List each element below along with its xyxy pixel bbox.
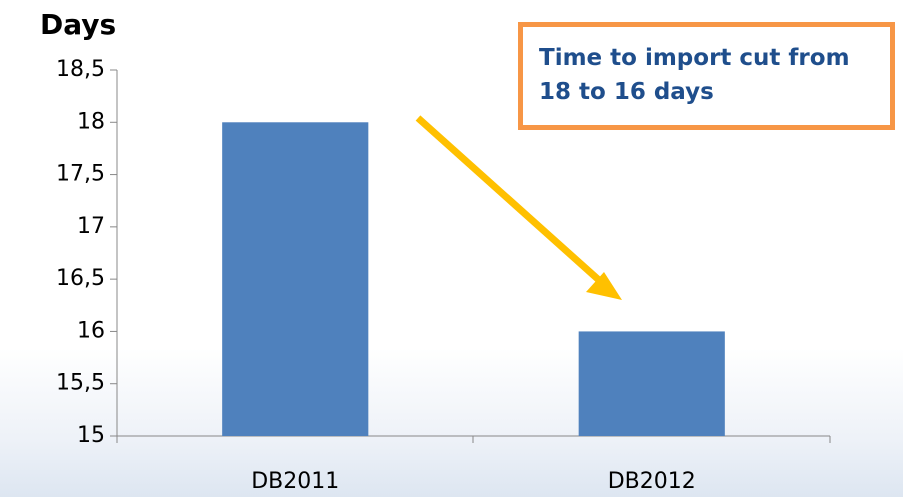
y-tick-label: 17,5 <box>56 162 105 187</box>
y-tick-label: 15,5 <box>56 371 105 396</box>
y-tick-label: 18 <box>77 109 105 134</box>
annotation: Time to import cut from 18 to 16 days <box>539 45 850 105</box>
y-axis-title: Days <box>40 8 116 41</box>
x-tick-label: DB2011 <box>251 469 339 494</box>
y-tick-label: 16 <box>77 318 105 343</box>
y-tick-label: 16,5 <box>56 266 105 291</box>
x-tick-label: DB2012 <box>608 469 696 494</box>
annotation-box: Time to import cut from 18 to 16 days <box>518 22 895 130</box>
y-tick-label: 15 <box>77 423 105 448</box>
bar <box>578 331 725 436</box>
y-tick-label: 18,5 <box>56 57 105 82</box>
bar <box>222 122 369 437</box>
y-tick-label: 17 <box>77 214 105 239</box>
